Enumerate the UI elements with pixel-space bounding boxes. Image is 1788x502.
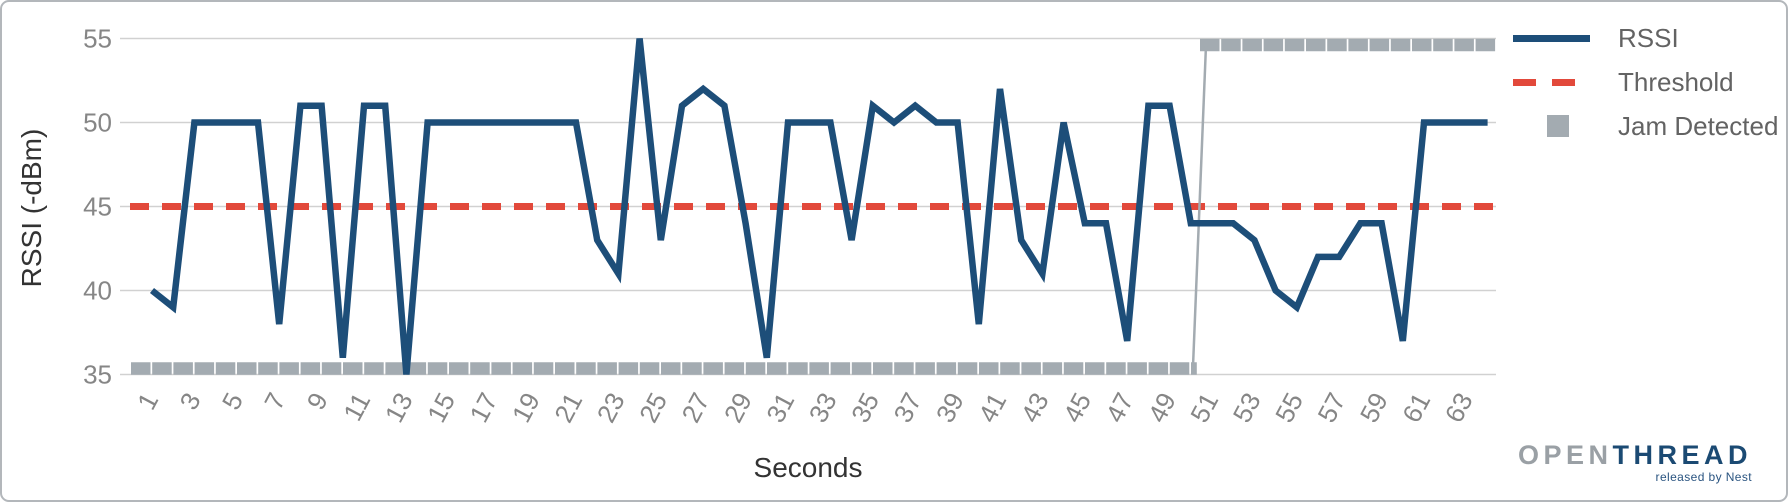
jam-step-connector [1191, 44, 1208, 367]
x-tick-label: 33 [803, 388, 843, 428]
jam-square-marker [1513, 115, 1597, 137]
x-tick-label: 5 [216, 388, 249, 415]
x-tick-label: 41 [972, 388, 1012, 428]
x-tick-label: 45 [1057, 388, 1097, 428]
x-tick-label: 59 [1354, 388, 1394, 428]
x-tick-label: 53 [1227, 388, 1267, 428]
rssi-line-marker [1513, 34, 1597, 42]
x-tick-label: 1 [131, 388, 164, 415]
legend-item-rssi: RSSI [1513, 16, 1775, 60]
x-tick-label: 47 [1099, 388, 1139, 428]
rssi-line [149, 38, 1488, 375]
x-tick-label: 39 [930, 388, 970, 428]
x-tick-label: 63 [1439, 388, 1479, 428]
y-axis-title: RSSI (-dBm) [16, 128, 47, 288]
x-tick-label: 57 [1311, 388, 1351, 428]
legend-item-jam: Jam Detected [1513, 104, 1779, 148]
x-tick-label: 15 [421, 388, 461, 428]
x-tick-label: 9 [301, 388, 334, 415]
y-tick-label: 40 [83, 276, 112, 306]
x-tick-label: 31 [760, 388, 800, 428]
x-tick-label: 37 [887, 388, 927, 428]
x-tick-label: 21 [548, 388, 588, 428]
x-tick-label: 23 [591, 388, 631, 428]
threshold-dash-marker [1513, 78, 1597, 86]
x-tick-label: 51 [1184, 388, 1224, 428]
x-tick-label: 3 [173, 388, 206, 415]
x-tick-label: 7 [258, 388, 291, 415]
x-tick-label: 17 [463, 388, 503, 428]
legend-label-threshold: Threshold [1618, 66, 1734, 97]
x-tick-label: 49 [1142, 388, 1182, 428]
openthread-logo-text: OPENTHREAD [1517, 439, 1752, 470]
x-tick-label: 35 [845, 388, 885, 428]
x-tick-label: 11 [337, 388, 376, 426]
y-tick-label: 55 [83, 24, 112, 54]
x-tick-label: 27 [675, 388, 715, 428]
x-axis-title: Seconds [753, 452, 863, 483]
x-tick-label: 61 [1396, 388, 1436, 428]
openthread-logo-tagline: released by Nest [1655, 470, 1752, 484]
y-tick-label: 45 [83, 192, 112, 222]
x-tick-label: 29 [718, 388, 758, 428]
x-tick-label: 19 [506, 388, 546, 428]
legend-item-threshold: Threshold [1513, 60, 1775, 104]
openthread-logo: OPENTHREAD released by Nest [1517, 439, 1752, 484]
y-tick-label: 35 [83, 360, 112, 390]
legend: RSSI Threshold Jam Detected [1513, 16, 1779, 148]
x-tick-label: 55 [1269, 388, 1309, 428]
legend-label-rssi: RSSI [1618, 22, 1679, 53]
y-tick-label: 50 [83, 108, 112, 138]
x-tick-label: 43 [1015, 388, 1055, 428]
x-tick-label: 25 [633, 388, 673, 428]
legend-label-jam: Jam Detected [1618, 110, 1779, 141]
x-tick-label: 13 [379, 388, 419, 428]
